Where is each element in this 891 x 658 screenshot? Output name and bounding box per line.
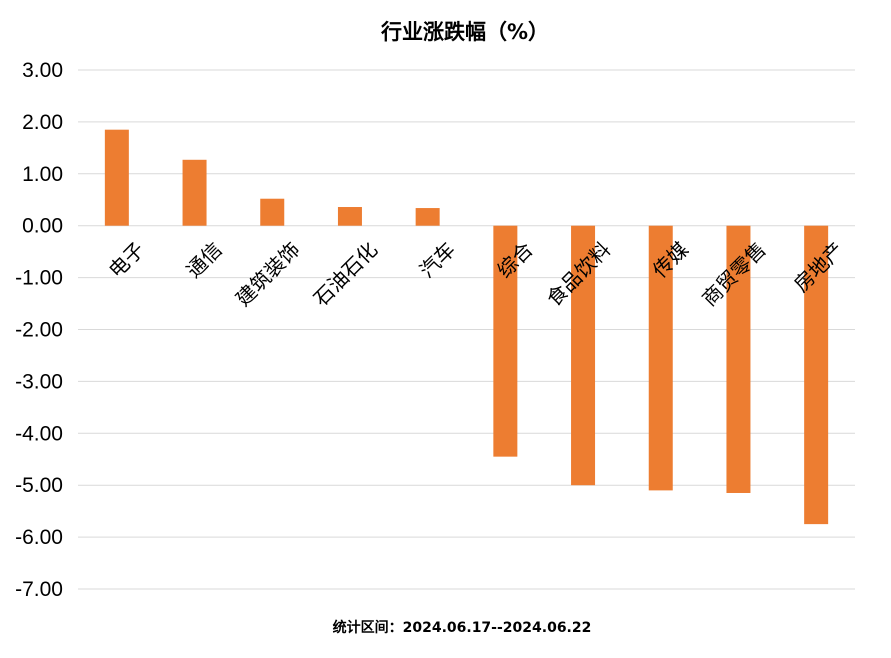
y-tick-label: -7.00 <box>15 578 63 601</box>
chart-title: 行业涨跌幅（%） <box>380 20 549 44</box>
bar <box>260 198 285 226</box>
bar <box>571 225 596 486</box>
bars <box>104 129 829 525</box>
y-tick-label: -4.00 <box>15 422 63 445</box>
y-tick-label: 1.00 <box>22 163 63 186</box>
bar <box>493 225 518 457</box>
x-tick-label: 建筑装饰 <box>231 237 305 311</box>
y-tick-label: -5.00 <box>15 474 63 497</box>
x-tick-label: 汽车 <box>415 237 460 282</box>
x-tick-label: 石油石化 <box>309 237 383 311</box>
x-tick-label: 电子 <box>104 237 149 282</box>
y-axis: 3.00 2.00 1.00 0.00 -1.00 -2.00 -3.00 -4.00 -5.0… <box>15 59 63 601</box>
bar <box>648 225 673 491</box>
y-tick-label: -2.00 <box>15 319 63 342</box>
y-tick-label: -3.00 <box>15 370 63 393</box>
bar <box>104 129 129 226</box>
y-tick-label: 2.00 <box>22 111 63 134</box>
y-tick-label: 3.00 <box>22 59 63 82</box>
bar <box>337 207 362 226</box>
bar <box>726 225 751 493</box>
gridlines <box>78 69 855 590</box>
y-tick-label: -6.00 <box>15 526 63 549</box>
x-tick-label: 通信 <box>182 237 227 282</box>
bar <box>182 159 207 226</box>
bar <box>804 225 829 525</box>
y-tick-label: 0.00 <box>22 215 63 238</box>
bar <box>415 208 440 226</box>
footnote: 统计区间：2024.06.17--2024.06.22 <box>333 619 592 636</box>
y-tick-label: -1.00 <box>15 267 63 290</box>
